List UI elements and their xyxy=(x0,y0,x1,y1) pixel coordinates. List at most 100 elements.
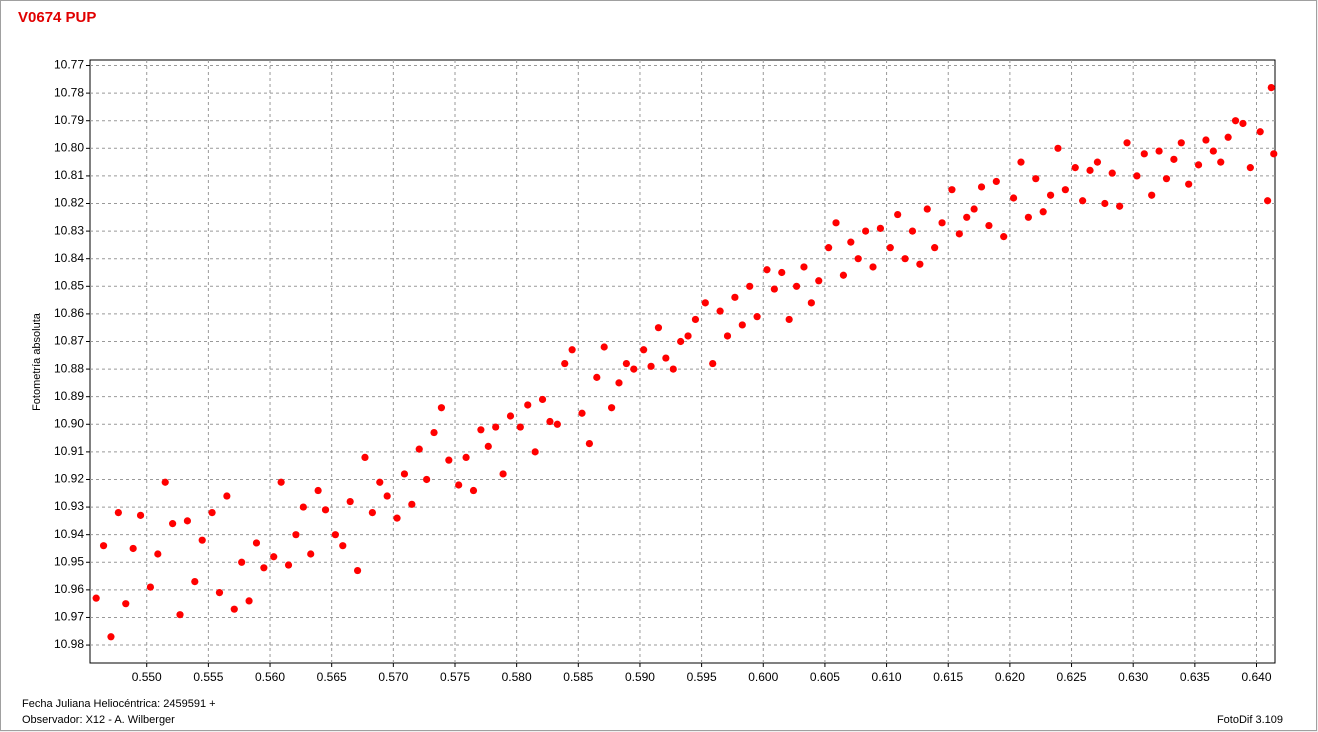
data-point xyxy=(252,539,261,547)
y-tick-label: 10.97 xyxy=(54,610,84,624)
data-point xyxy=(506,412,515,420)
data-point xyxy=(400,470,409,478)
data-point xyxy=(886,244,894,252)
data-point xyxy=(1123,139,1131,147)
data-point xyxy=(524,401,532,409)
data-point xyxy=(948,186,956,194)
data-point xyxy=(854,255,862,263)
data-point xyxy=(129,544,137,553)
y-tick-label: 10.83 xyxy=(54,223,84,237)
data-point xyxy=(1162,175,1171,183)
data-point xyxy=(607,404,616,412)
data-point xyxy=(553,420,561,428)
data-point xyxy=(963,213,971,221)
data-point xyxy=(538,395,547,404)
data-point xyxy=(230,605,238,613)
data-point xyxy=(1024,213,1032,221)
data-point xyxy=(245,597,253,605)
data-point xyxy=(1217,158,1225,166)
data-point xyxy=(1209,147,1217,155)
y-tick-label: 10.90 xyxy=(54,416,84,430)
data-point xyxy=(516,423,524,431)
data-point xyxy=(107,633,115,641)
data-point xyxy=(546,417,554,426)
data-point xyxy=(1224,133,1232,141)
data-point xyxy=(191,577,199,586)
data-point xyxy=(1194,161,1203,169)
y-tick-label: 10.82 xyxy=(54,196,84,210)
x-tick-label: 0.575 xyxy=(440,670,470,684)
data-point xyxy=(640,346,648,354)
data-point xyxy=(923,205,931,213)
data-point xyxy=(746,282,754,290)
x-tick-label: 0.560 xyxy=(255,670,285,684)
y-tick-label: 10.94 xyxy=(54,527,84,541)
x-tick-label: 0.630 xyxy=(1118,670,1148,684)
data-point xyxy=(1046,191,1055,199)
data-point xyxy=(1093,158,1102,166)
data-point xyxy=(353,566,362,575)
data-point xyxy=(1270,150,1278,158)
data-point xyxy=(114,508,122,517)
data-point xyxy=(669,365,677,373)
y-tick-label: 10.85 xyxy=(54,278,84,292)
data-point xyxy=(238,558,246,566)
y-tick-label: 10.96 xyxy=(54,582,84,596)
x-tick-label: 0.555 xyxy=(193,670,223,684)
data-point xyxy=(284,561,293,569)
x-tick-label: 0.640 xyxy=(1241,670,1271,684)
data-point xyxy=(1246,164,1254,172)
y-tick-label: 10.81 xyxy=(54,168,84,182)
x-tick-label: 0.610 xyxy=(872,670,902,684)
data-point xyxy=(677,337,685,346)
data-point xyxy=(770,285,778,293)
data-point xyxy=(346,497,354,506)
data-point xyxy=(1108,169,1116,177)
data-point xyxy=(1000,233,1008,241)
data-point xyxy=(393,514,401,522)
data-point xyxy=(1239,119,1247,128)
data-point xyxy=(1140,150,1148,158)
y-tick-label: 10.91 xyxy=(54,444,84,458)
data-point xyxy=(331,531,339,539)
data-point xyxy=(423,475,431,484)
data-point xyxy=(977,183,986,191)
data-point xyxy=(738,321,746,329)
data-point xyxy=(408,500,416,508)
y-tick-label: 10.80 xyxy=(54,140,84,154)
data-point xyxy=(869,263,877,271)
data-point xyxy=(198,536,206,544)
y-tick-label: 10.98 xyxy=(54,637,84,651)
data-point xyxy=(270,553,278,561)
data-point xyxy=(731,293,739,301)
data-point xyxy=(684,332,692,340)
x-tick-label: 0.615 xyxy=(933,670,963,684)
data-point xyxy=(146,583,155,591)
x-axis-label: Fecha Juliana Heliocéntrica: 2459591 + xyxy=(22,698,216,710)
data-point xyxy=(894,210,902,219)
data-point xyxy=(154,550,162,558)
data-point xyxy=(716,307,724,315)
data-point xyxy=(691,315,700,324)
data-point xyxy=(1133,172,1141,180)
data-point xyxy=(455,481,463,489)
data-point xyxy=(970,205,978,213)
data-point xyxy=(1009,194,1018,202)
data-point xyxy=(876,224,885,232)
data-point xyxy=(469,486,478,495)
y-tick-label: 10.88 xyxy=(54,361,84,375)
data-point xyxy=(763,266,771,274)
data-point xyxy=(183,517,192,525)
y-tick-label: 10.93 xyxy=(54,499,84,513)
data-point xyxy=(908,227,917,235)
data-point xyxy=(292,531,300,539)
data-point xyxy=(339,542,347,550)
data-point xyxy=(832,219,840,227)
data-point xyxy=(630,365,638,373)
data-point xyxy=(578,409,586,417)
data-point xyxy=(445,456,453,464)
data-point xyxy=(647,362,655,370)
data-point xyxy=(723,332,732,340)
plot-area xyxy=(89,59,1276,664)
